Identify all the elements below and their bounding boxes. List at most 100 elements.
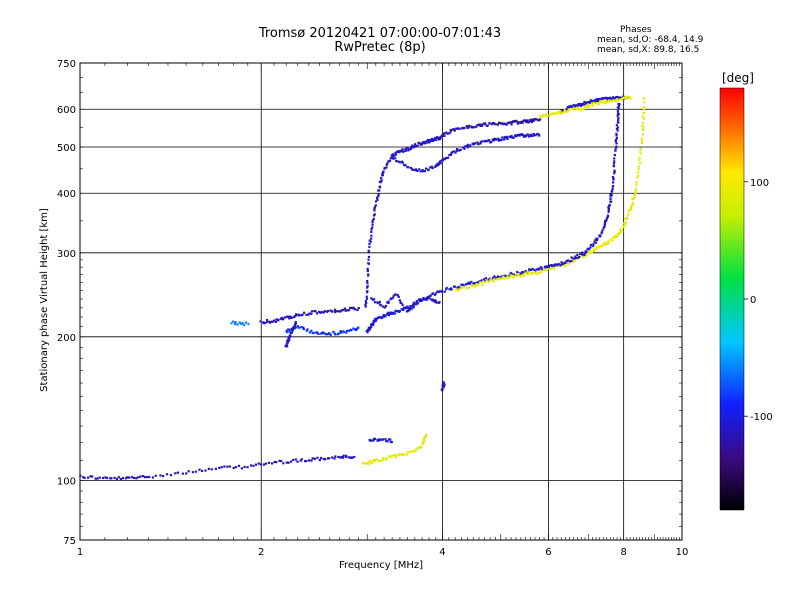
data-point xyxy=(611,187,614,191)
data-point xyxy=(552,267,556,270)
data-point xyxy=(491,279,494,282)
data-point xyxy=(576,253,579,257)
data-point xyxy=(606,216,609,219)
data-point xyxy=(378,439,381,442)
data-point xyxy=(492,276,495,279)
data-point xyxy=(583,103,586,106)
data-point xyxy=(615,136,619,140)
data-point xyxy=(416,302,419,305)
data-point xyxy=(322,331,325,334)
data-point xyxy=(617,119,620,122)
data-point xyxy=(436,162,439,165)
data-point xyxy=(431,166,434,170)
data-point xyxy=(390,154,393,157)
data-point xyxy=(573,259,576,262)
data-point xyxy=(286,339,289,342)
data-point xyxy=(207,467,210,470)
data-point xyxy=(365,329,368,333)
data-point xyxy=(507,121,510,124)
data-point xyxy=(443,134,446,138)
data-point xyxy=(612,185,615,188)
data-point xyxy=(642,126,645,129)
data-point xyxy=(387,160,390,163)
data-point xyxy=(603,102,606,105)
data-point xyxy=(349,306,353,309)
data-point xyxy=(232,466,235,470)
data-point xyxy=(326,309,330,313)
data-point xyxy=(529,268,533,271)
data-point xyxy=(612,162,616,165)
data-point xyxy=(426,139,429,143)
data-point xyxy=(413,143,417,146)
data-point xyxy=(340,331,343,334)
data-point xyxy=(347,456,350,459)
data-point xyxy=(604,96,607,100)
data-point xyxy=(550,264,554,267)
data-point xyxy=(289,315,292,318)
data-point xyxy=(137,476,140,479)
data-point xyxy=(638,156,641,159)
data-point xyxy=(387,314,390,317)
data-point xyxy=(593,99,596,102)
data-point xyxy=(424,141,427,145)
data-point xyxy=(565,108,568,111)
data-point xyxy=(389,311,393,314)
data-point xyxy=(602,97,606,100)
data-point xyxy=(567,106,570,109)
data-point xyxy=(220,466,223,469)
data-point xyxy=(350,329,353,332)
data-point xyxy=(595,239,599,242)
data-point xyxy=(440,290,444,293)
data-point xyxy=(223,465,226,468)
data-point xyxy=(494,277,497,280)
data-point xyxy=(409,450,412,453)
data-point xyxy=(278,459,281,462)
data-point xyxy=(262,321,265,324)
data-point xyxy=(572,107,575,110)
data-point xyxy=(525,121,528,124)
data-point xyxy=(339,329,342,333)
y-tick-label: 750 xyxy=(57,59,76,70)
data-point xyxy=(101,476,105,480)
data-point xyxy=(109,477,112,480)
data-point xyxy=(365,301,368,305)
data-point xyxy=(191,471,194,474)
data-point xyxy=(601,97,604,100)
data-point xyxy=(619,228,622,231)
data-point xyxy=(559,264,562,267)
data-point xyxy=(305,313,308,316)
data-point xyxy=(383,306,386,309)
data-point xyxy=(611,97,614,100)
data-point xyxy=(616,121,619,124)
data-point xyxy=(519,272,522,276)
data-point xyxy=(291,327,294,330)
data-point xyxy=(606,214,610,217)
data-point xyxy=(391,297,394,300)
data-point xyxy=(264,322,267,325)
data-point xyxy=(176,471,179,474)
data-point xyxy=(510,272,513,276)
data-point xyxy=(521,120,524,123)
data-point xyxy=(187,470,190,473)
data-point xyxy=(335,310,339,313)
data-point xyxy=(86,476,90,479)
data-point xyxy=(475,125,478,128)
data-point xyxy=(333,457,336,460)
data-point xyxy=(591,103,594,106)
data-point xyxy=(609,193,612,196)
data-point xyxy=(617,116,620,120)
data-point xyxy=(452,150,456,153)
data-point xyxy=(549,267,552,271)
data-point xyxy=(562,262,565,265)
data-point xyxy=(412,301,415,304)
y-tick-label: 100 xyxy=(57,476,76,487)
data-point xyxy=(642,108,646,111)
data-point xyxy=(316,312,319,315)
data-point xyxy=(301,313,304,316)
data-point xyxy=(414,448,417,451)
data-point xyxy=(594,100,597,103)
data-point xyxy=(523,271,526,274)
data-point xyxy=(449,153,452,156)
data-point xyxy=(450,288,453,291)
data-point xyxy=(302,311,306,314)
